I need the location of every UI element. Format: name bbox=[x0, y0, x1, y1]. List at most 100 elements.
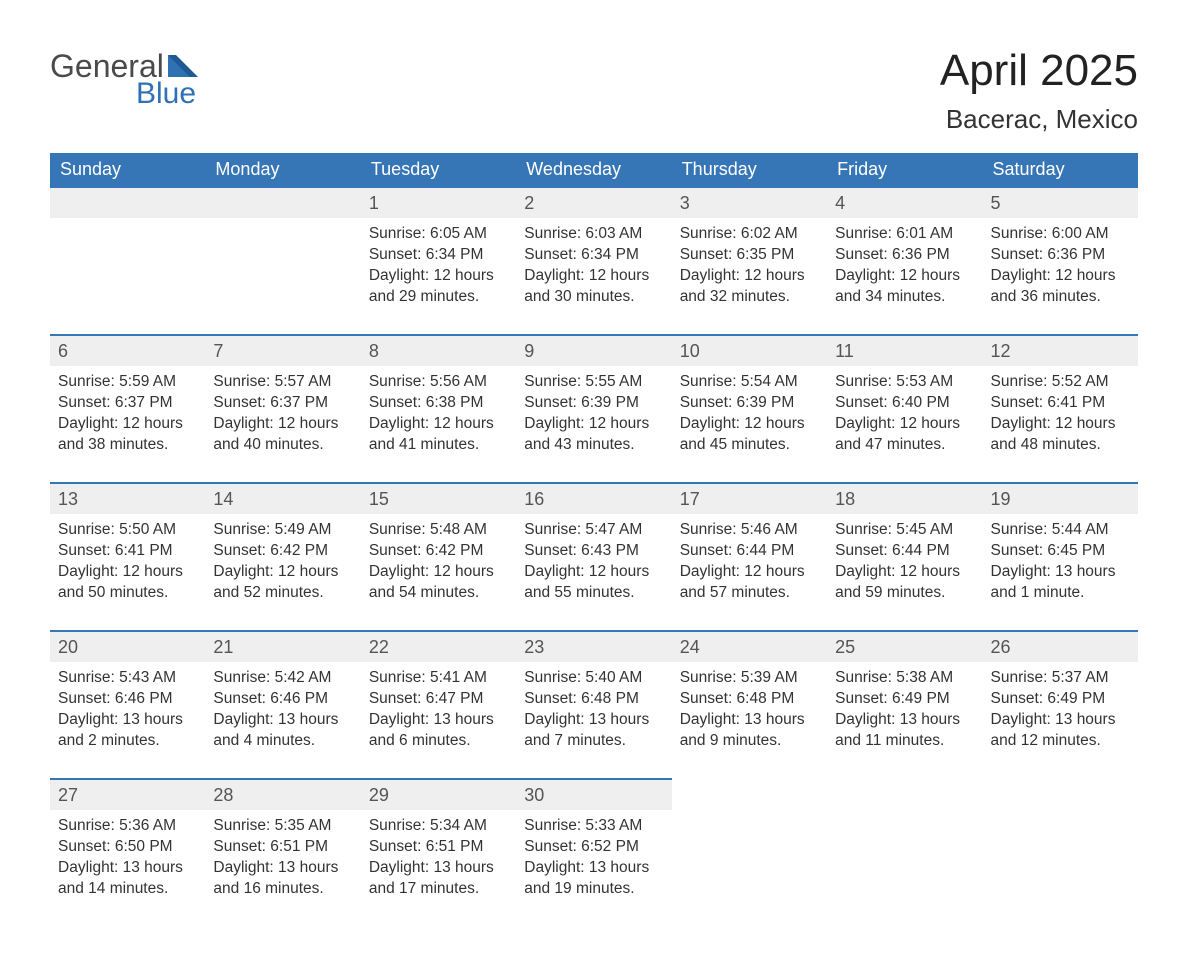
day-number-row: 13141516171819 bbox=[50, 483, 1138, 514]
day-detail-cell bbox=[827, 810, 982, 926]
calendar-body: 12345Sunrise: 6:05 AMSunset: 6:34 PMDayl… bbox=[50, 187, 1138, 926]
daylight-text: Daylight: 13 hours bbox=[369, 710, 508, 731]
daylight-text: Daylight: 12 hours bbox=[835, 266, 974, 287]
day-number-cell: 2 bbox=[516, 187, 671, 218]
day-number-cell bbox=[827, 779, 982, 810]
day-number-cell: 17 bbox=[672, 483, 827, 514]
day-detail-row: Sunrise: 5:50 AMSunset: 6:41 PMDaylight:… bbox=[50, 514, 1138, 631]
sunrise-text: Sunrise: 5:56 AM bbox=[369, 372, 508, 393]
sunrise-text: Sunrise: 5:35 AM bbox=[213, 816, 352, 837]
sunset-text: Sunset: 6:34 PM bbox=[524, 245, 663, 266]
weekday-header: Friday bbox=[827, 153, 982, 187]
day-number-cell: 11 bbox=[827, 335, 982, 366]
daylight-text: and 29 minutes. bbox=[369, 287, 508, 308]
daylight-text: Daylight: 12 hours bbox=[524, 266, 663, 287]
month-title: April 2025 bbox=[940, 48, 1138, 94]
day-number-cell: 7 bbox=[205, 335, 360, 366]
day-number-cell: 28 bbox=[205, 779, 360, 810]
day-number-row: 20212223242526 bbox=[50, 631, 1138, 662]
day-detail-cell: Sunrise: 5:44 AMSunset: 6:45 PMDaylight:… bbox=[983, 514, 1138, 631]
daylight-text: Daylight: 13 hours bbox=[524, 858, 663, 879]
sunrise-text: Sunrise: 6:00 AM bbox=[991, 224, 1130, 245]
sunrise-text: Sunrise: 5:45 AM bbox=[835, 520, 974, 541]
day-detail-cell: Sunrise: 5:40 AMSunset: 6:48 PMDaylight:… bbox=[516, 662, 671, 779]
day-number-cell: 9 bbox=[516, 335, 671, 366]
daylight-text: and 34 minutes. bbox=[835, 287, 974, 308]
daylight-text: Daylight: 12 hours bbox=[213, 562, 352, 583]
daylight-text: Daylight: 13 hours bbox=[991, 710, 1130, 731]
weekday-header: Sunday bbox=[50, 153, 205, 187]
day-detail-cell: Sunrise: 5:47 AMSunset: 6:43 PMDaylight:… bbox=[516, 514, 671, 631]
day-detail-cell: Sunrise: 5:59 AMSunset: 6:37 PMDaylight:… bbox=[50, 366, 205, 483]
daylight-text: Daylight: 12 hours bbox=[524, 414, 663, 435]
day-number-cell: 26 bbox=[983, 631, 1138, 662]
sunset-text: Sunset: 6:38 PM bbox=[369, 393, 508, 414]
daylight-text: and 40 minutes. bbox=[213, 435, 352, 456]
sunrise-text: Sunrise: 6:01 AM bbox=[835, 224, 974, 245]
daylight-text: Daylight: 13 hours bbox=[213, 858, 352, 879]
day-number-cell: 10 bbox=[672, 335, 827, 366]
daylight-text: Daylight: 12 hours bbox=[369, 266, 508, 287]
day-detail-cell: Sunrise: 5:55 AMSunset: 6:39 PMDaylight:… bbox=[516, 366, 671, 483]
day-detail-cell: Sunrise: 5:34 AMSunset: 6:51 PMDaylight:… bbox=[361, 810, 516, 926]
day-number-cell: 22 bbox=[361, 631, 516, 662]
day-number-row: 27282930 bbox=[50, 779, 1138, 810]
day-detail-cell bbox=[983, 810, 1138, 926]
sunrise-text: Sunrise: 5:55 AM bbox=[524, 372, 663, 393]
daylight-text: Daylight: 12 hours bbox=[680, 266, 819, 287]
day-detail-cell: Sunrise: 5:43 AMSunset: 6:46 PMDaylight:… bbox=[50, 662, 205, 779]
daylight-text: Daylight: 12 hours bbox=[213, 414, 352, 435]
brand-word2: Blue bbox=[136, 77, 196, 111]
sunrise-text: Sunrise: 5:34 AM bbox=[369, 816, 508, 837]
day-detail-cell: Sunrise: 5:35 AMSunset: 6:51 PMDaylight:… bbox=[205, 810, 360, 926]
sunset-text: Sunset: 6:47 PM bbox=[369, 689, 508, 710]
sunset-text: Sunset: 6:36 PM bbox=[835, 245, 974, 266]
sunrise-text: Sunrise: 5:44 AM bbox=[991, 520, 1130, 541]
sunset-text: Sunset: 6:34 PM bbox=[369, 245, 508, 266]
daylight-text: Daylight: 13 hours bbox=[369, 858, 508, 879]
daylight-text: and 36 minutes. bbox=[991, 287, 1130, 308]
day-detail-cell: Sunrise: 5:42 AMSunset: 6:46 PMDaylight:… bbox=[205, 662, 360, 779]
day-detail-cell: Sunrise: 5:54 AMSunset: 6:39 PMDaylight:… bbox=[672, 366, 827, 483]
daylight-text: Daylight: 13 hours bbox=[213, 710, 352, 731]
sunset-text: Sunset: 6:37 PM bbox=[58, 393, 197, 414]
sunrise-text: Sunrise: 5:41 AM bbox=[369, 668, 508, 689]
sunrise-text: Sunrise: 5:47 AM bbox=[524, 520, 663, 541]
sunrise-text: Sunrise: 5:39 AM bbox=[680, 668, 819, 689]
day-number-row: 12345 bbox=[50, 187, 1138, 218]
day-detail-cell: Sunrise: 6:05 AMSunset: 6:34 PMDaylight:… bbox=[361, 218, 516, 335]
day-detail-cell: Sunrise: 5:46 AMSunset: 6:44 PMDaylight:… bbox=[672, 514, 827, 631]
day-detail-row: Sunrise: 5:43 AMSunset: 6:46 PMDaylight:… bbox=[50, 662, 1138, 779]
sunset-text: Sunset: 6:51 PM bbox=[213, 837, 352, 858]
day-number-cell: 27 bbox=[50, 779, 205, 810]
daylight-text: and 59 minutes. bbox=[835, 583, 974, 604]
day-number-cell: 1 bbox=[361, 187, 516, 218]
daylight-text: and 57 minutes. bbox=[680, 583, 819, 604]
daylight-text: Daylight: 12 hours bbox=[680, 562, 819, 583]
daylight-text: and 2 minutes. bbox=[58, 731, 197, 752]
day-detail-cell: Sunrise: 5:41 AMSunset: 6:47 PMDaylight:… bbox=[361, 662, 516, 779]
day-number-cell: 18 bbox=[827, 483, 982, 514]
daylight-text: Daylight: 13 hours bbox=[58, 710, 197, 731]
day-number-cell bbox=[205, 187, 360, 218]
daylight-text: Daylight: 12 hours bbox=[58, 562, 197, 583]
daylight-text: and 17 minutes. bbox=[369, 879, 508, 900]
day-number-cell: 30 bbox=[516, 779, 671, 810]
sunrise-text: Sunrise: 5:38 AM bbox=[835, 668, 974, 689]
day-detail-cell: Sunrise: 5:38 AMSunset: 6:49 PMDaylight:… bbox=[827, 662, 982, 779]
daylight-text: Daylight: 13 hours bbox=[835, 710, 974, 731]
daylight-text: Daylight: 12 hours bbox=[835, 562, 974, 583]
sunset-text: Sunset: 6:44 PM bbox=[835, 541, 974, 562]
sunrise-text: Sunrise: 5:46 AM bbox=[680, 520, 819, 541]
sunrise-text: Sunrise: 5:52 AM bbox=[991, 372, 1130, 393]
weekday-header: Monday bbox=[205, 153, 360, 187]
daylight-text: and 32 minutes. bbox=[680, 287, 819, 308]
daylight-text: Daylight: 12 hours bbox=[369, 414, 508, 435]
location-subtitle: Bacerac, Mexico bbox=[940, 104, 1138, 135]
day-number-cell: 21 bbox=[205, 631, 360, 662]
weekday-header: Tuesday bbox=[361, 153, 516, 187]
sunset-text: Sunset: 6:42 PM bbox=[369, 541, 508, 562]
day-number-cell: 12 bbox=[983, 335, 1138, 366]
day-number-cell: 16 bbox=[516, 483, 671, 514]
daylight-text: and 11 minutes. bbox=[835, 731, 974, 752]
